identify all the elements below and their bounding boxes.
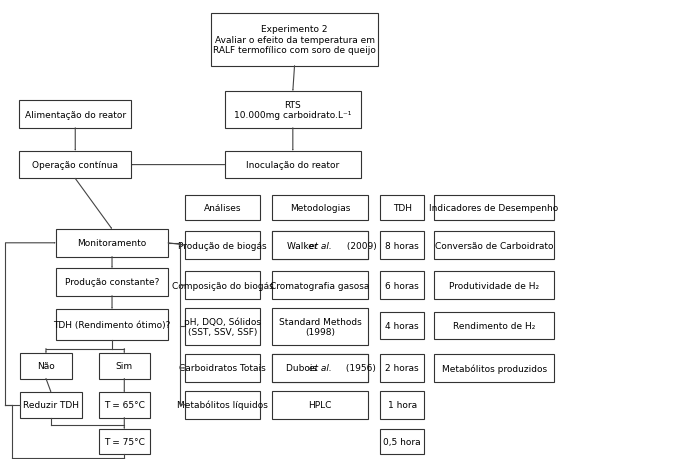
Text: 2 horas: 2 horas	[385, 364, 419, 373]
FancyBboxPatch shape	[272, 272, 368, 299]
FancyBboxPatch shape	[20, 392, 82, 418]
Text: Metabólitos produzidos: Metabólitos produzidos	[441, 364, 547, 373]
FancyBboxPatch shape	[19, 101, 131, 129]
Text: 1 hora: 1 hora	[387, 400, 417, 409]
FancyBboxPatch shape	[185, 391, 260, 419]
FancyBboxPatch shape	[380, 354, 424, 382]
Text: Metabólitos líquidos: Metabólitos líquidos	[177, 400, 268, 409]
Text: Sim: Sim	[116, 362, 133, 370]
Text: T = 65°C: T = 65°C	[104, 401, 145, 409]
FancyBboxPatch shape	[434, 232, 554, 259]
Text: 8 horas: 8 horas	[385, 241, 419, 250]
FancyBboxPatch shape	[56, 269, 168, 296]
Text: Indicadores de Desempenho: Indicadores de Desempenho	[430, 203, 558, 212]
Text: Standard Methods
(1998): Standard Methods (1998)	[279, 317, 362, 336]
Text: Cromatografia gasosa: Cromatografia gasosa	[270, 281, 370, 290]
Text: Operação contínua: Operação contínua	[32, 161, 118, 170]
FancyBboxPatch shape	[380, 232, 424, 259]
Text: Metodologias: Metodologias	[290, 203, 350, 212]
FancyBboxPatch shape	[272, 354, 368, 382]
Text: Walker et al. (2009): Walker et al. (2009)	[275, 241, 365, 250]
FancyBboxPatch shape	[185, 195, 260, 220]
FancyBboxPatch shape	[19, 151, 131, 179]
Text: Walker: Walker	[287, 241, 320, 250]
FancyBboxPatch shape	[185, 354, 260, 382]
Text: Inoculação do reator: Inoculação do reator	[247, 161, 339, 170]
FancyBboxPatch shape	[434, 272, 554, 299]
Text: HPLC: HPLC	[308, 400, 332, 409]
Text: TDH (Rendimento ótimo)?: TDH (Rendimento ótimo)?	[53, 320, 171, 330]
FancyBboxPatch shape	[225, 92, 361, 129]
FancyBboxPatch shape	[56, 230, 168, 257]
Text: Conversão de Carboidrato: Conversão de Carboidrato	[434, 241, 554, 250]
Text: TDH: TDH	[393, 203, 411, 212]
Text: Experimento 2
Avaliar o efeito da temperatura em
RALF termofílico com soro de qu: Experimento 2 Avaliar o efeito da temper…	[213, 25, 376, 55]
Text: Reduzir TDH: Reduzir TDH	[23, 401, 79, 409]
Text: Dubois et al. (1956): Dubois et al. (1956)	[275, 364, 365, 373]
FancyBboxPatch shape	[56, 309, 168, 341]
Text: Composição do biogás: Composição do biogás	[172, 281, 274, 290]
Text: Carboidratos Totais: Carboidratos Totais	[179, 364, 266, 373]
Text: Análises: Análises	[204, 203, 242, 212]
FancyBboxPatch shape	[380, 391, 424, 419]
FancyBboxPatch shape	[434, 354, 554, 382]
Text: Produção constante?: Produção constante?	[65, 278, 159, 287]
Text: 4 horas: 4 horas	[385, 321, 419, 330]
FancyBboxPatch shape	[211, 14, 378, 67]
Text: (1956): (1956)	[343, 364, 376, 373]
FancyBboxPatch shape	[434, 195, 554, 220]
FancyBboxPatch shape	[272, 232, 368, 259]
Text: 6 horas: 6 horas	[385, 281, 419, 290]
Text: 0,5 hora: 0,5 hora	[383, 437, 421, 446]
FancyBboxPatch shape	[272, 232, 368, 259]
FancyBboxPatch shape	[272, 308, 368, 345]
Text: Alimentação do reator: Alimentação do reator	[25, 110, 126, 119]
Text: pH, DQO, Sólidos
(SST, SSV, SSF): pH, DQO, Sólidos (SST, SSV, SSF)	[184, 317, 262, 337]
FancyBboxPatch shape	[185, 308, 260, 345]
FancyBboxPatch shape	[99, 392, 150, 418]
FancyBboxPatch shape	[272, 195, 368, 220]
Text: (2009): (2009)	[344, 241, 377, 250]
FancyBboxPatch shape	[20, 353, 72, 379]
Text: Dubois: Dubois	[286, 364, 320, 373]
FancyBboxPatch shape	[185, 232, 260, 259]
FancyBboxPatch shape	[272, 354, 368, 382]
FancyBboxPatch shape	[380, 429, 424, 454]
FancyBboxPatch shape	[99, 429, 150, 454]
Text: RTS
10.000mg carboidrato.L⁻¹: RTS 10.000mg carboidrato.L⁻¹	[234, 101, 351, 120]
Text: T = 75°C: T = 75°C	[104, 437, 145, 446]
FancyBboxPatch shape	[380, 312, 424, 340]
Text: Produtividade de H₂: Produtividade de H₂	[449, 281, 539, 290]
FancyBboxPatch shape	[380, 272, 424, 299]
FancyBboxPatch shape	[99, 353, 150, 379]
Text: et al.: et al.	[308, 364, 332, 373]
FancyBboxPatch shape	[225, 151, 361, 179]
Text: Monitoramento: Monitoramento	[78, 239, 146, 248]
Text: Produção de biogás: Produção de biogás	[178, 241, 267, 250]
Text: Não: Não	[37, 362, 55, 370]
FancyBboxPatch shape	[434, 312, 554, 340]
FancyBboxPatch shape	[272, 391, 368, 419]
Text: et al.: et al.	[308, 241, 332, 250]
FancyBboxPatch shape	[380, 195, 424, 220]
Text: Rendimento de H₂: Rendimento de H₂	[453, 321, 535, 330]
FancyBboxPatch shape	[185, 272, 260, 299]
